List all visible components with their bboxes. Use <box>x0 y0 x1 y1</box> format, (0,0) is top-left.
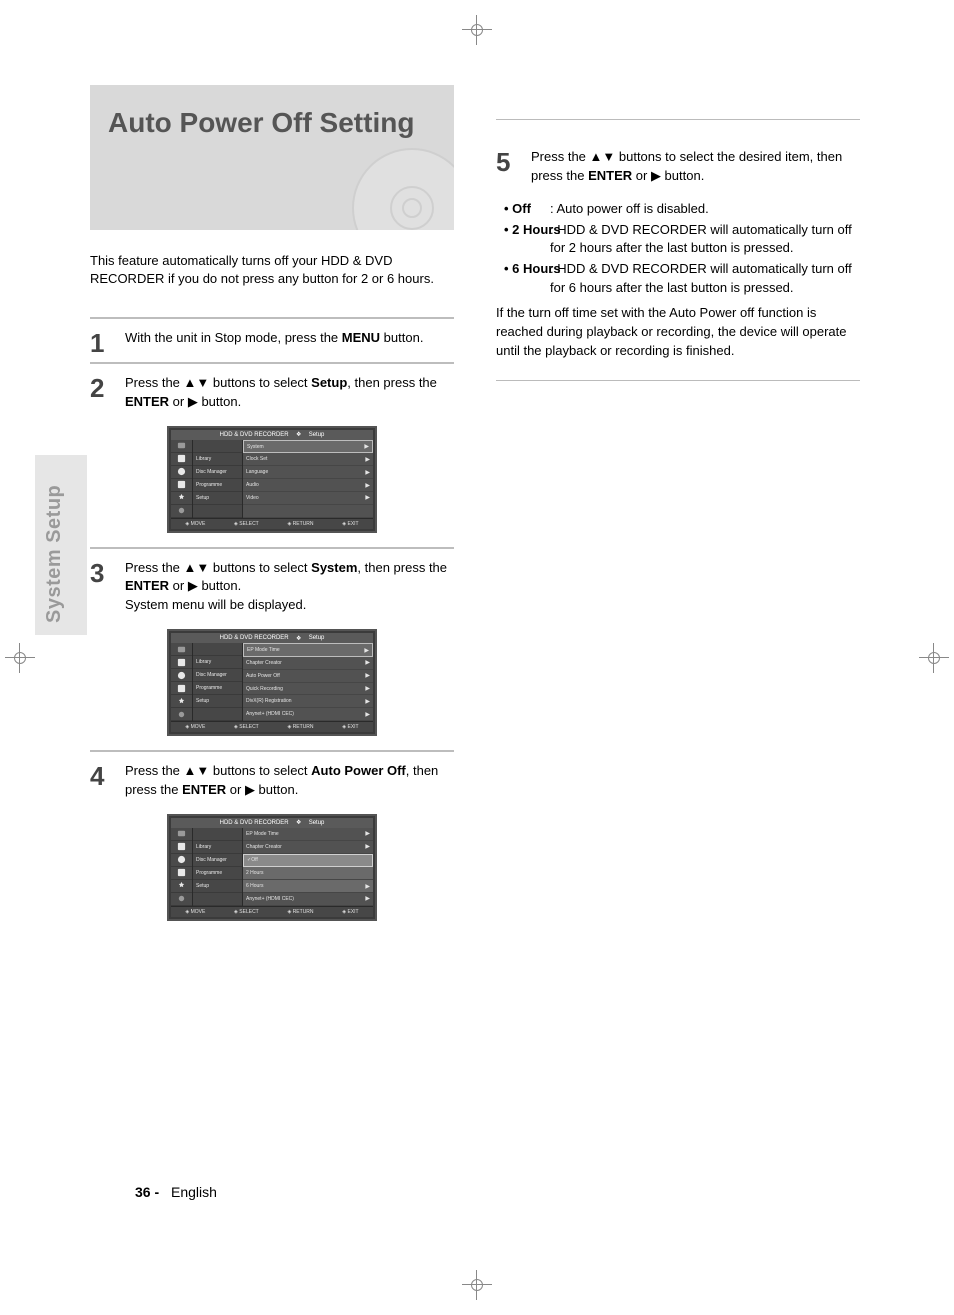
step-number: 5 <box>496 144 510 182</box>
step-text: With the unit in Stop mode, press the ME… <box>125 330 423 345</box>
options-list: • Off: Auto power off is disabled. • 2 H… <box>496 200 860 298</box>
option-6h: • 6 Hours: HDD & DVD RECORDER will autom… <box>504 260 860 298</box>
page-footer: 36 - English <box>135 1184 217 1200</box>
step-text: Press the ▲▼ buttons to select Setup, th… <box>125 375 437 409</box>
step-number: 4 <box>90 758 104 796</box>
page-lang: English <box>171 1184 217 1200</box>
step-number: 3 <box>90 555 104 593</box>
section-hero: Auto Power Off Setting <box>90 85 454 230</box>
note-text: If the turn off time set with the Auto P… <box>496 304 860 361</box>
step-3: 3 Press the ▲▼ buttons to select System,… <box>90 559 454 616</box>
option-off: • Off: Auto power off is disabled. <box>504 200 860 219</box>
step-5: 5 Press the ▲▼ buttons to select the des… <box>496 148 860 186</box>
crop-mark-top <box>462 15 492 45</box>
divider <box>90 362 454 364</box>
step-text: Press the ▲▼ buttons to select System, t… <box>125 560 447 613</box>
right-column: 5 Press the ▲▼ buttons to select the des… <box>496 85 860 929</box>
divider <box>496 119 860 120</box>
osd-screenshot-autopoweroff: HDD & DVD RECORDER ❖ Setup Library Disc … <box>167 814 377 921</box>
step-number: 2 <box>90 370 104 408</box>
step-number: 1 <box>90 325 104 363</box>
crop-mark-right <box>919 643 949 673</box>
option-2h: • 2 Hours: HDD & DVD RECORDER will autom… <box>504 221 860 259</box>
divider <box>496 380 860 381</box>
disc-graphic <box>352 148 454 230</box>
divider <box>90 317 454 319</box>
osd-screenshot-system: HDD & DVD RECORDER ❖ Setup Library Disc … <box>167 629 377 736</box>
osd-screenshot-setup: HDD & DVD RECORDER ❖ Setup Library Disc … <box>167 426 377 533</box>
page-number: 36 - <box>135 1184 159 1200</box>
section-title: Auto Power Off Setting <box>108 107 436 139</box>
page-content: Auto Power Off Setting This feature auto… <box>90 85 860 1215</box>
step-2: 2 Press the ▲▼ buttons to select Setup, … <box>90 374 454 412</box>
step-text: Press the ▲▼ buttons to select the desir… <box>531 149 842 183</box>
intro-text: This feature automatically turns off you… <box>90 252 454 287</box>
step-4: 4 Press the ▲▼ buttons to select Auto Po… <box>90 762 454 800</box>
crop-mark-left <box>5 643 35 673</box>
crop-mark-bottom <box>462 1270 492 1300</box>
divider <box>90 750 454 752</box>
left-column: Auto Power Off Setting This feature auto… <box>90 85 454 929</box>
side-tab-label: System Setup <box>43 485 66 623</box>
divider <box>90 547 454 549</box>
step-text: Press the ▲▼ buttons to select Auto Powe… <box>125 763 438 797</box>
step-1: 1 With the unit in Stop mode, press the … <box>90 329 454 348</box>
